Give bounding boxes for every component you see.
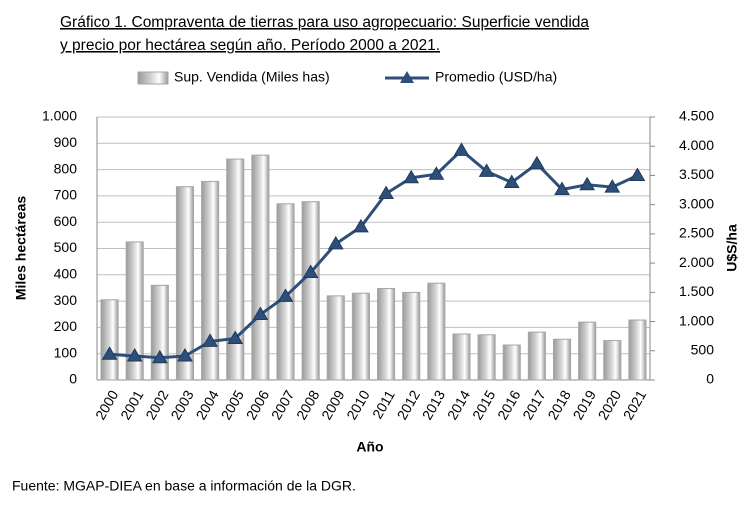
marker xyxy=(403,169,420,184)
y-tick-label: 300 xyxy=(54,292,78,308)
marker xyxy=(604,179,621,193)
y-tick-label: 900 xyxy=(54,134,78,150)
legend-swatch xyxy=(400,71,414,83)
bar xyxy=(452,333,471,381)
y2-tick-label: 3.500 xyxy=(679,166,714,182)
bar xyxy=(201,180,220,381)
y2-tick-label: 0 xyxy=(706,371,714,387)
x-tick-label: 2013 xyxy=(419,387,449,422)
y-tick-label: 100 xyxy=(54,344,78,360)
y-tick-label: 500 xyxy=(54,239,78,255)
marker xyxy=(101,346,118,360)
y-tick-label: 1.000 xyxy=(42,108,77,124)
y-axis-title: Miles hectáreas xyxy=(13,196,29,300)
x-tick-label: 2009 xyxy=(318,387,348,422)
x-tick-label: 2010 xyxy=(343,387,373,422)
y2-tick-label: 2.500 xyxy=(679,225,714,241)
chart-title: Gráfico 1. Compraventa de tierras para u… xyxy=(60,14,589,31)
bar xyxy=(150,284,169,381)
bar xyxy=(226,158,245,381)
x-tick-label: 2021 xyxy=(620,387,650,422)
y-tick-label: 200 xyxy=(54,318,78,334)
marker xyxy=(151,349,168,364)
marker xyxy=(126,348,143,362)
marker xyxy=(529,155,545,170)
x-tick-label: 2000 xyxy=(92,387,122,422)
line xyxy=(109,148,639,360)
legend-label: Sup. Vendida (Miles has) xyxy=(174,69,330,85)
bar xyxy=(552,338,572,381)
source-note: Fuente: MGAP-DIEA en base a información … xyxy=(12,478,356,494)
x-tick-label: 2008 xyxy=(293,387,323,422)
y2-tick-label: 500 xyxy=(691,341,715,357)
marker xyxy=(503,174,520,188)
x-tick-label: 2005 xyxy=(218,387,248,422)
bar xyxy=(351,292,370,381)
y2-tick-label: 4.500 xyxy=(679,108,714,124)
legend-swatch xyxy=(137,71,169,85)
y-tick-label: 700 xyxy=(54,187,78,203)
chart-title: y precio por hectárea según año. Período… xyxy=(60,37,440,54)
x-tick-label: 2015 xyxy=(469,387,499,422)
bar xyxy=(377,287,396,381)
bar xyxy=(125,241,144,381)
marker xyxy=(177,348,193,362)
y-tick-label: 0 xyxy=(69,371,77,387)
bar xyxy=(477,334,496,381)
marker xyxy=(579,176,596,191)
bar xyxy=(175,186,195,381)
x-tick-label: 2007 xyxy=(268,387,298,422)
x-tick-label: 2017 xyxy=(519,387,549,422)
x-axis-title: Año xyxy=(356,439,383,455)
y2-axis-title: U$S/ha xyxy=(724,224,740,272)
y-tick-label: 600 xyxy=(54,213,78,229)
y-tick-label: 800 xyxy=(54,160,78,176)
x-tick-label: 2011 xyxy=(369,387,398,421)
bar xyxy=(628,319,647,381)
x-tick-label: 2014 xyxy=(444,387,474,422)
marker xyxy=(277,288,294,302)
bar xyxy=(603,340,622,381)
y-tick-label: 400 xyxy=(54,266,78,282)
bar xyxy=(402,291,421,381)
x-tick-label: 2018 xyxy=(544,387,574,422)
marker xyxy=(478,163,495,177)
bar xyxy=(527,331,546,381)
x-tick-label: 2016 xyxy=(494,387,524,422)
x-tick-label: 2001 xyxy=(117,387,147,422)
y2-tick-label: 4.000 xyxy=(679,137,714,153)
x-tick-label: 2020 xyxy=(595,387,625,422)
bar xyxy=(326,295,345,381)
marker xyxy=(327,235,344,250)
x-tick-label: 2003 xyxy=(167,387,197,422)
bar xyxy=(502,344,521,381)
x-tick-label: 2012 xyxy=(394,387,424,422)
bar xyxy=(578,321,597,381)
marker xyxy=(252,306,269,321)
marker xyxy=(302,264,319,278)
bar xyxy=(100,299,119,381)
bar xyxy=(301,201,320,381)
x-tick-label: 2019 xyxy=(570,387,600,422)
marker xyxy=(428,166,445,180)
marker xyxy=(554,181,570,195)
y2-tick-label: 1.000 xyxy=(679,312,714,328)
x-tick-label: 2004 xyxy=(192,387,222,422)
bar xyxy=(427,282,446,381)
x-tick-label: 2002 xyxy=(142,387,172,422)
legend-label: Promedio (USD/ha) xyxy=(435,69,557,85)
marker xyxy=(353,218,369,233)
y2-tick-label: 1.500 xyxy=(679,283,714,299)
marker xyxy=(378,185,394,200)
marker xyxy=(227,330,244,345)
marker xyxy=(629,167,646,181)
x-tick-label: 2006 xyxy=(243,387,273,422)
y2-tick-label: 2.000 xyxy=(679,254,714,270)
bar xyxy=(251,154,270,381)
marker xyxy=(202,333,218,347)
marker xyxy=(453,142,470,156)
y2-tick-label: 3.000 xyxy=(679,195,714,211)
